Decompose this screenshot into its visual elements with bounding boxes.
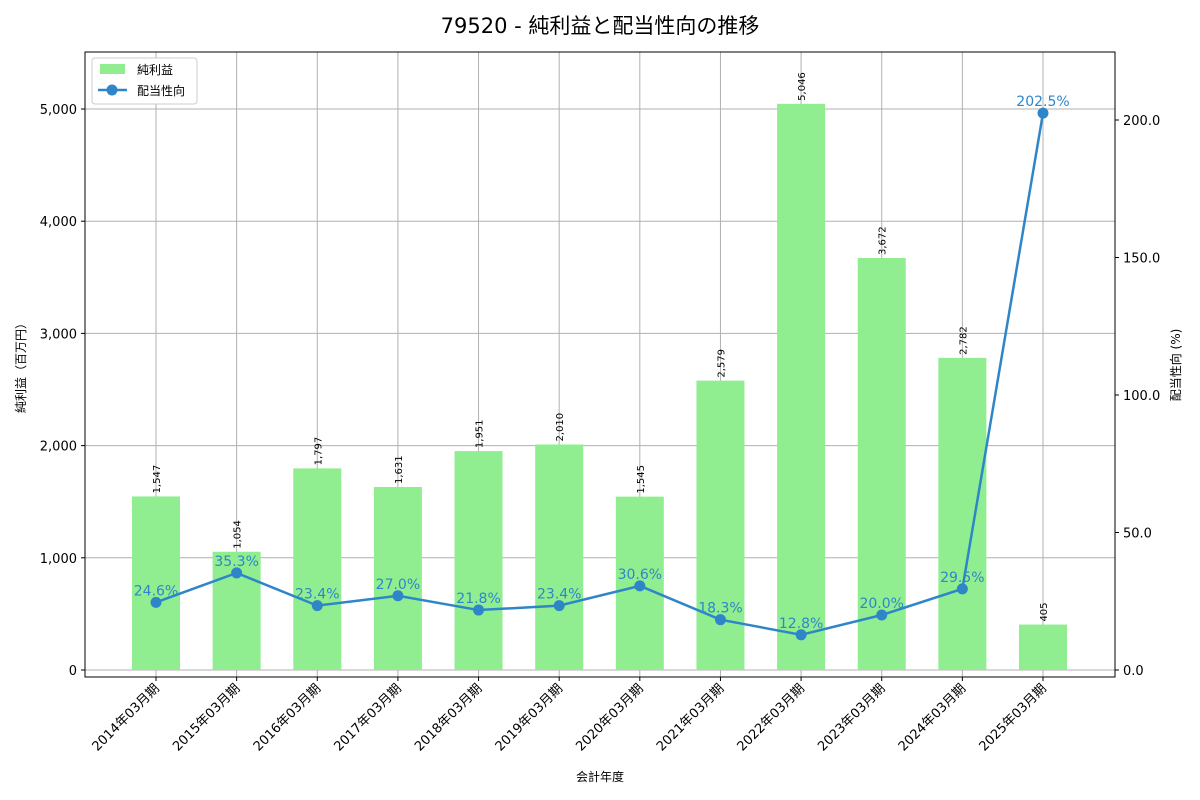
payout-ratio-label: 23.4% bbox=[537, 587, 581, 603]
bar-value-label: 1,631 bbox=[394, 455, 405, 484]
left-y-tick-label: 2,000 bbox=[40, 440, 77, 455]
x-axis-label: 会計年度 bbox=[576, 769, 624, 784]
right-y-tick-label: 200.0 bbox=[1123, 114, 1160, 129]
x-tick-label: 2018年03月期 bbox=[412, 681, 485, 754]
line-marker bbox=[553, 600, 565, 612]
x-tick-label: 2015年03月期 bbox=[170, 681, 243, 754]
legend-label-net-income: 純利益 bbox=[137, 63, 173, 77]
bar bbox=[132, 496, 180, 670]
payout-ratio-label: 35.3% bbox=[214, 554, 258, 570]
bar bbox=[454, 451, 503, 670]
payout-ratio-label: 29.5% bbox=[940, 570, 984, 586]
bar bbox=[696, 380, 745, 670]
line-marker bbox=[231, 567, 243, 579]
x-tick-label: 2019年03月期 bbox=[493, 681, 566, 754]
left-y-tick-label: 3,000 bbox=[40, 327, 77, 342]
chart-title: 79520 - 純利益と配当性向の推移 bbox=[441, 14, 760, 38]
bar bbox=[857, 258, 906, 670]
payout-ratio-label: 12.8% bbox=[779, 616, 823, 632]
line-marker bbox=[795, 629, 807, 641]
line-series-payout-ratio bbox=[150, 107, 1049, 641]
left-y-tick-label: 5,000 bbox=[40, 103, 77, 118]
left-y-axis-label: 純利益（百万円） bbox=[14, 317, 28, 413]
payout-ratio-line bbox=[155, 112, 1045, 637]
payout-ratio-label: 27.0% bbox=[376, 577, 420, 593]
right-y-tick-label: 0.0 bbox=[1123, 664, 1144, 679]
line-marker bbox=[311, 600, 323, 612]
line-marker bbox=[150, 596, 162, 608]
bar-value-label: 5,046 bbox=[797, 72, 808, 101]
payout-ratio-label: 20.0% bbox=[859, 596, 903, 612]
left-y-tick-label: 4,000 bbox=[40, 215, 77, 230]
legend-label-payout-ratio: 配当性向 bbox=[137, 83, 185, 98]
right-y-tick-label: 100.0 bbox=[1123, 389, 1160, 404]
line-marker bbox=[876, 609, 888, 621]
left-y-axis: 0 1,000 2,000 3,000 4,000 5,000 bbox=[40, 103, 85, 679]
legend: 純利益 配当性向 bbox=[91, 57, 198, 105]
x-tick-label: 2022年03月期 bbox=[735, 681, 808, 754]
bar-value-label: 1,545 bbox=[636, 465, 647, 494]
x-tick-label: 2016年03月期 bbox=[251, 681, 324, 754]
bar bbox=[938, 357, 987, 670]
legend-marker-icon bbox=[106, 84, 118, 96]
x-tick-label: 2024年03月期 bbox=[896, 681, 969, 754]
bar-value-label: 1,797 bbox=[313, 437, 324, 466]
left-y-tick-label: 1,000 bbox=[40, 552, 77, 567]
x-tick-label: 2017年03月期 bbox=[331, 681, 404, 754]
bar-value-label: 2,010 bbox=[555, 413, 566, 442]
x-tick-label: 2020年03月期 bbox=[573, 681, 646, 754]
line-value-labels: 24.6% 35.3% 23.4% 27.0% 21.8% 23.4% 30.6% 18.3%… bbox=[134, 94, 1070, 632]
bar-value-label: 2,579 bbox=[716, 349, 727, 378]
bar-series-net-income bbox=[132, 103, 1067, 670]
x-tick-label: 2021年03月期 bbox=[654, 681, 727, 754]
right-y-tick-label: 150.0 bbox=[1123, 252, 1160, 267]
legend-bar-swatch-icon bbox=[100, 64, 125, 74]
bar-value-label: 1,547 bbox=[152, 465, 163, 494]
x-tick-label: 2025年03月期 bbox=[977, 681, 1050, 754]
left-y-tick-label: 0 bbox=[69, 664, 77, 679]
bar bbox=[777, 103, 826, 670]
bar bbox=[535, 444, 584, 670]
bar bbox=[373, 487, 422, 670]
x-axis: 2014年03月期 2015年03月期 2016年03月期 2017年03月期 2018… bbox=[90, 677, 1050, 755]
payout-ratio-label: 24.6% bbox=[134, 583, 178, 599]
payout-ratio-label: 21.8% bbox=[456, 591, 500, 607]
bar-value-label: 405 bbox=[1039, 602, 1050, 621]
payout-ratio-label: 30.6% bbox=[618, 567, 662, 583]
bar-value-labels: 1,547 1,054 1,797 1,631 1,951 2,010 1,545 2,579… bbox=[152, 72, 1050, 621]
bar bbox=[293, 468, 342, 670]
bar-value-label: 3,672 bbox=[878, 226, 889, 255]
x-tick-label: 2014年03月期 bbox=[90, 681, 163, 754]
line-marker bbox=[634, 580, 646, 592]
bar-value-label: 1,951 bbox=[475, 419, 486, 448]
payout-ratio-label: 23.4% bbox=[295, 587, 339, 603]
line-marker bbox=[473, 604, 485, 616]
right-y-axis-label: 配当性向 (%) bbox=[1168, 329, 1183, 402]
plot-frame bbox=[84, 51, 1116, 678]
line-marker bbox=[714, 614, 726, 626]
line-marker bbox=[956, 583, 968, 595]
right-y-tick-label: 50.0 bbox=[1123, 527, 1152, 542]
x-tick-label: 2023年03月期 bbox=[815, 681, 888, 754]
line-marker bbox=[1037, 107, 1049, 119]
bar-value-label: 2,782 bbox=[958, 326, 969, 355]
bar bbox=[1019, 624, 1067, 670]
line-marker bbox=[392, 590, 404, 602]
right-y-axis: 0.0 50.0 100.0 150.0 200.0 bbox=[1115, 114, 1160, 679]
bar-value-label: 1,054 bbox=[233, 520, 244, 549]
payout-ratio-label: 18.3% bbox=[698, 601, 742, 617]
payout-ratio-label: 202.5% bbox=[1016, 94, 1069, 110]
